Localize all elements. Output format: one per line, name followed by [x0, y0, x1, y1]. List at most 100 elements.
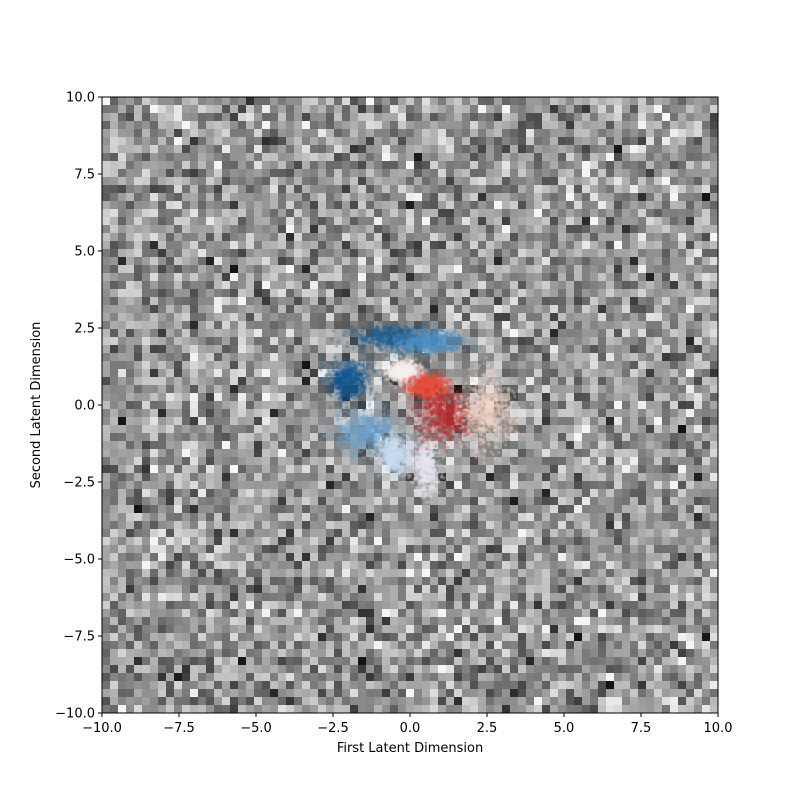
noise-cell — [390, 273, 399, 282]
noise-cell — [406, 121, 415, 130]
noise-cell — [254, 129, 263, 138]
noise-cell — [494, 393, 503, 402]
noise-cell — [510, 225, 519, 234]
noise-cell — [486, 217, 495, 226]
noise-cell — [470, 129, 479, 138]
noise-cell — [126, 641, 135, 650]
noise-cell — [222, 433, 231, 442]
noise-cell — [550, 457, 559, 466]
noise-cell — [198, 617, 207, 626]
noise-cell — [366, 481, 375, 490]
noise-cell — [542, 209, 551, 218]
noise-cell — [590, 473, 599, 482]
noise-cell — [422, 545, 431, 554]
noise-cell — [262, 385, 271, 394]
noise-cell — [182, 537, 191, 546]
noise-cell — [102, 169, 111, 178]
noise-cell — [366, 193, 375, 202]
noise-cell — [342, 593, 351, 602]
noise-cell — [382, 129, 391, 138]
noise-cell — [470, 369, 479, 378]
noise-cell — [238, 201, 247, 210]
noise-cell — [342, 497, 351, 506]
noise-cell — [430, 177, 439, 186]
noise-cell — [166, 329, 175, 338]
noise-cell — [542, 705, 551, 713]
noise-cell — [190, 417, 199, 426]
noise-cell — [182, 585, 191, 594]
noise-cell — [110, 265, 119, 274]
noise-cell — [158, 449, 167, 458]
noise-cell — [358, 273, 367, 282]
noise-cell — [254, 657, 263, 666]
noise-cell — [118, 313, 127, 322]
noise-cell — [270, 113, 279, 122]
noise-cell — [526, 217, 535, 226]
noise-cell — [438, 249, 447, 258]
noise-cell — [142, 577, 151, 586]
noise-cell — [142, 257, 151, 266]
noise-cell — [118, 281, 127, 290]
noise-cell — [206, 665, 215, 674]
noise-cell — [278, 465, 287, 474]
noise-cell — [222, 609, 231, 618]
noise-cell — [238, 537, 247, 546]
noise-cell — [150, 449, 159, 458]
noise-cell — [518, 305, 527, 314]
noise-cell — [270, 609, 279, 618]
noise-cell — [478, 585, 487, 594]
noise-cell — [542, 225, 551, 234]
noise-cell — [462, 185, 471, 194]
noise-cell — [582, 153, 591, 162]
noise-cell — [558, 617, 567, 626]
noise-cell — [166, 201, 175, 210]
noise-cell — [518, 513, 527, 522]
noise-cell — [614, 649, 623, 658]
noise-cell — [198, 233, 207, 242]
noise-cell — [518, 233, 527, 242]
noise-cell — [334, 609, 343, 618]
noise-cell — [278, 193, 287, 202]
noise-cell — [422, 305, 431, 314]
noise-cell — [486, 545, 495, 554]
noise-cell — [590, 625, 599, 634]
noise-cell — [526, 233, 535, 242]
noise-cell — [246, 193, 255, 202]
noise-cell — [406, 505, 415, 514]
noise-cell — [366, 657, 375, 666]
noise-cell — [430, 601, 439, 610]
noise-cell — [102, 625, 111, 634]
noise-cell — [382, 641, 391, 650]
noise-cell — [222, 105, 231, 114]
noise-cell — [342, 537, 351, 546]
noise-cell — [238, 697, 247, 706]
noise-cell — [502, 201, 511, 210]
noise-cell — [422, 649, 431, 658]
noise-cell — [198, 393, 207, 402]
noise-cell — [446, 225, 455, 234]
noise-cell — [438, 217, 447, 226]
noise-cell — [294, 305, 303, 314]
noise-cell — [270, 585, 279, 594]
noise-cell — [190, 97, 199, 106]
noise-cell — [302, 305, 311, 314]
noise-cell — [534, 105, 543, 114]
noise-cell — [198, 121, 207, 130]
noise-cell — [254, 369, 263, 378]
noise-cell — [206, 561, 215, 570]
noise-cell — [286, 449, 295, 458]
noise-cell — [438, 585, 447, 594]
noise-cell — [598, 225, 607, 234]
noise-cell — [222, 417, 231, 426]
noise-cell — [334, 409, 343, 418]
noise-cell — [254, 681, 263, 690]
noise-cell — [494, 561, 503, 570]
noise-cell — [222, 201, 231, 210]
noise-cell — [246, 185, 255, 194]
noise-cell — [430, 617, 439, 626]
noise-cell — [294, 577, 303, 586]
noise-cell — [446, 185, 455, 194]
noise-cell — [294, 385, 303, 394]
noise-cell — [422, 249, 431, 258]
noise-cell — [494, 233, 503, 242]
